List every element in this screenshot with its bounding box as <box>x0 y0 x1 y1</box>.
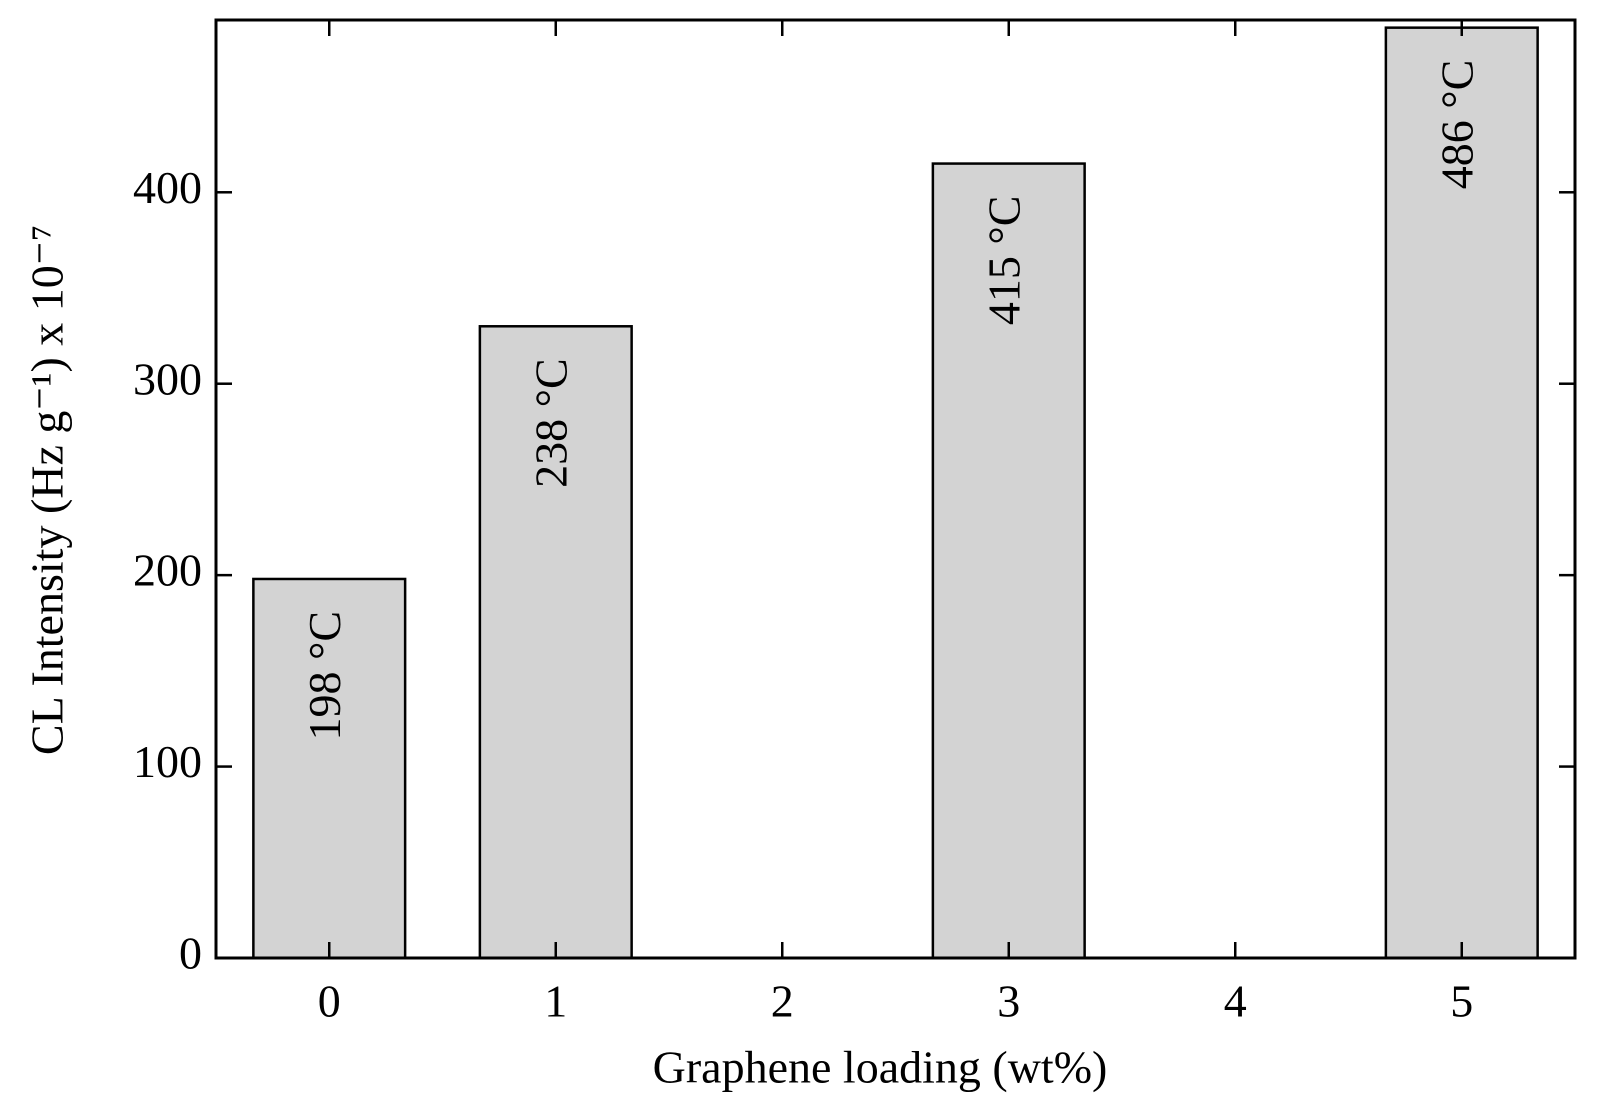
y-tick-label: 100 <box>133 736 202 787</box>
bar <box>478 325 633 960</box>
bar-annotation: 486 °C <box>1431 60 1482 190</box>
bar <box>1384 26 1539 960</box>
bar-annotation: 198 °C <box>299 611 350 741</box>
x-tick-label: 4 <box>1224 976 1247 1027</box>
bar-annotation: 415 °C <box>978 196 1029 326</box>
bar <box>931 162 1086 960</box>
y-tick-label: 0 <box>179 928 202 979</box>
x-tick-label: 1 <box>544 976 567 1027</box>
bar <box>252 577 407 960</box>
x-tick-label: 0 <box>318 976 341 1027</box>
y-axis-label: CL Intensity (Hz g⁻¹) x 10⁻⁷ <box>22 225 73 755</box>
y-tick-label: 300 <box>133 353 202 404</box>
x-axis-label: Graphene loading (wt%) <box>653 1042 1108 1093</box>
plot-frame <box>214 18 1577 960</box>
bar-annotation: 238 °C <box>525 358 576 488</box>
x-tick-label: 2 <box>771 976 794 1027</box>
y-tick-label: 200 <box>133 545 202 596</box>
x-tick-label: 5 <box>1450 976 1473 1027</box>
x-tick-label: 3 <box>997 976 1020 1027</box>
y-tick-label: 400 <box>133 162 202 213</box>
